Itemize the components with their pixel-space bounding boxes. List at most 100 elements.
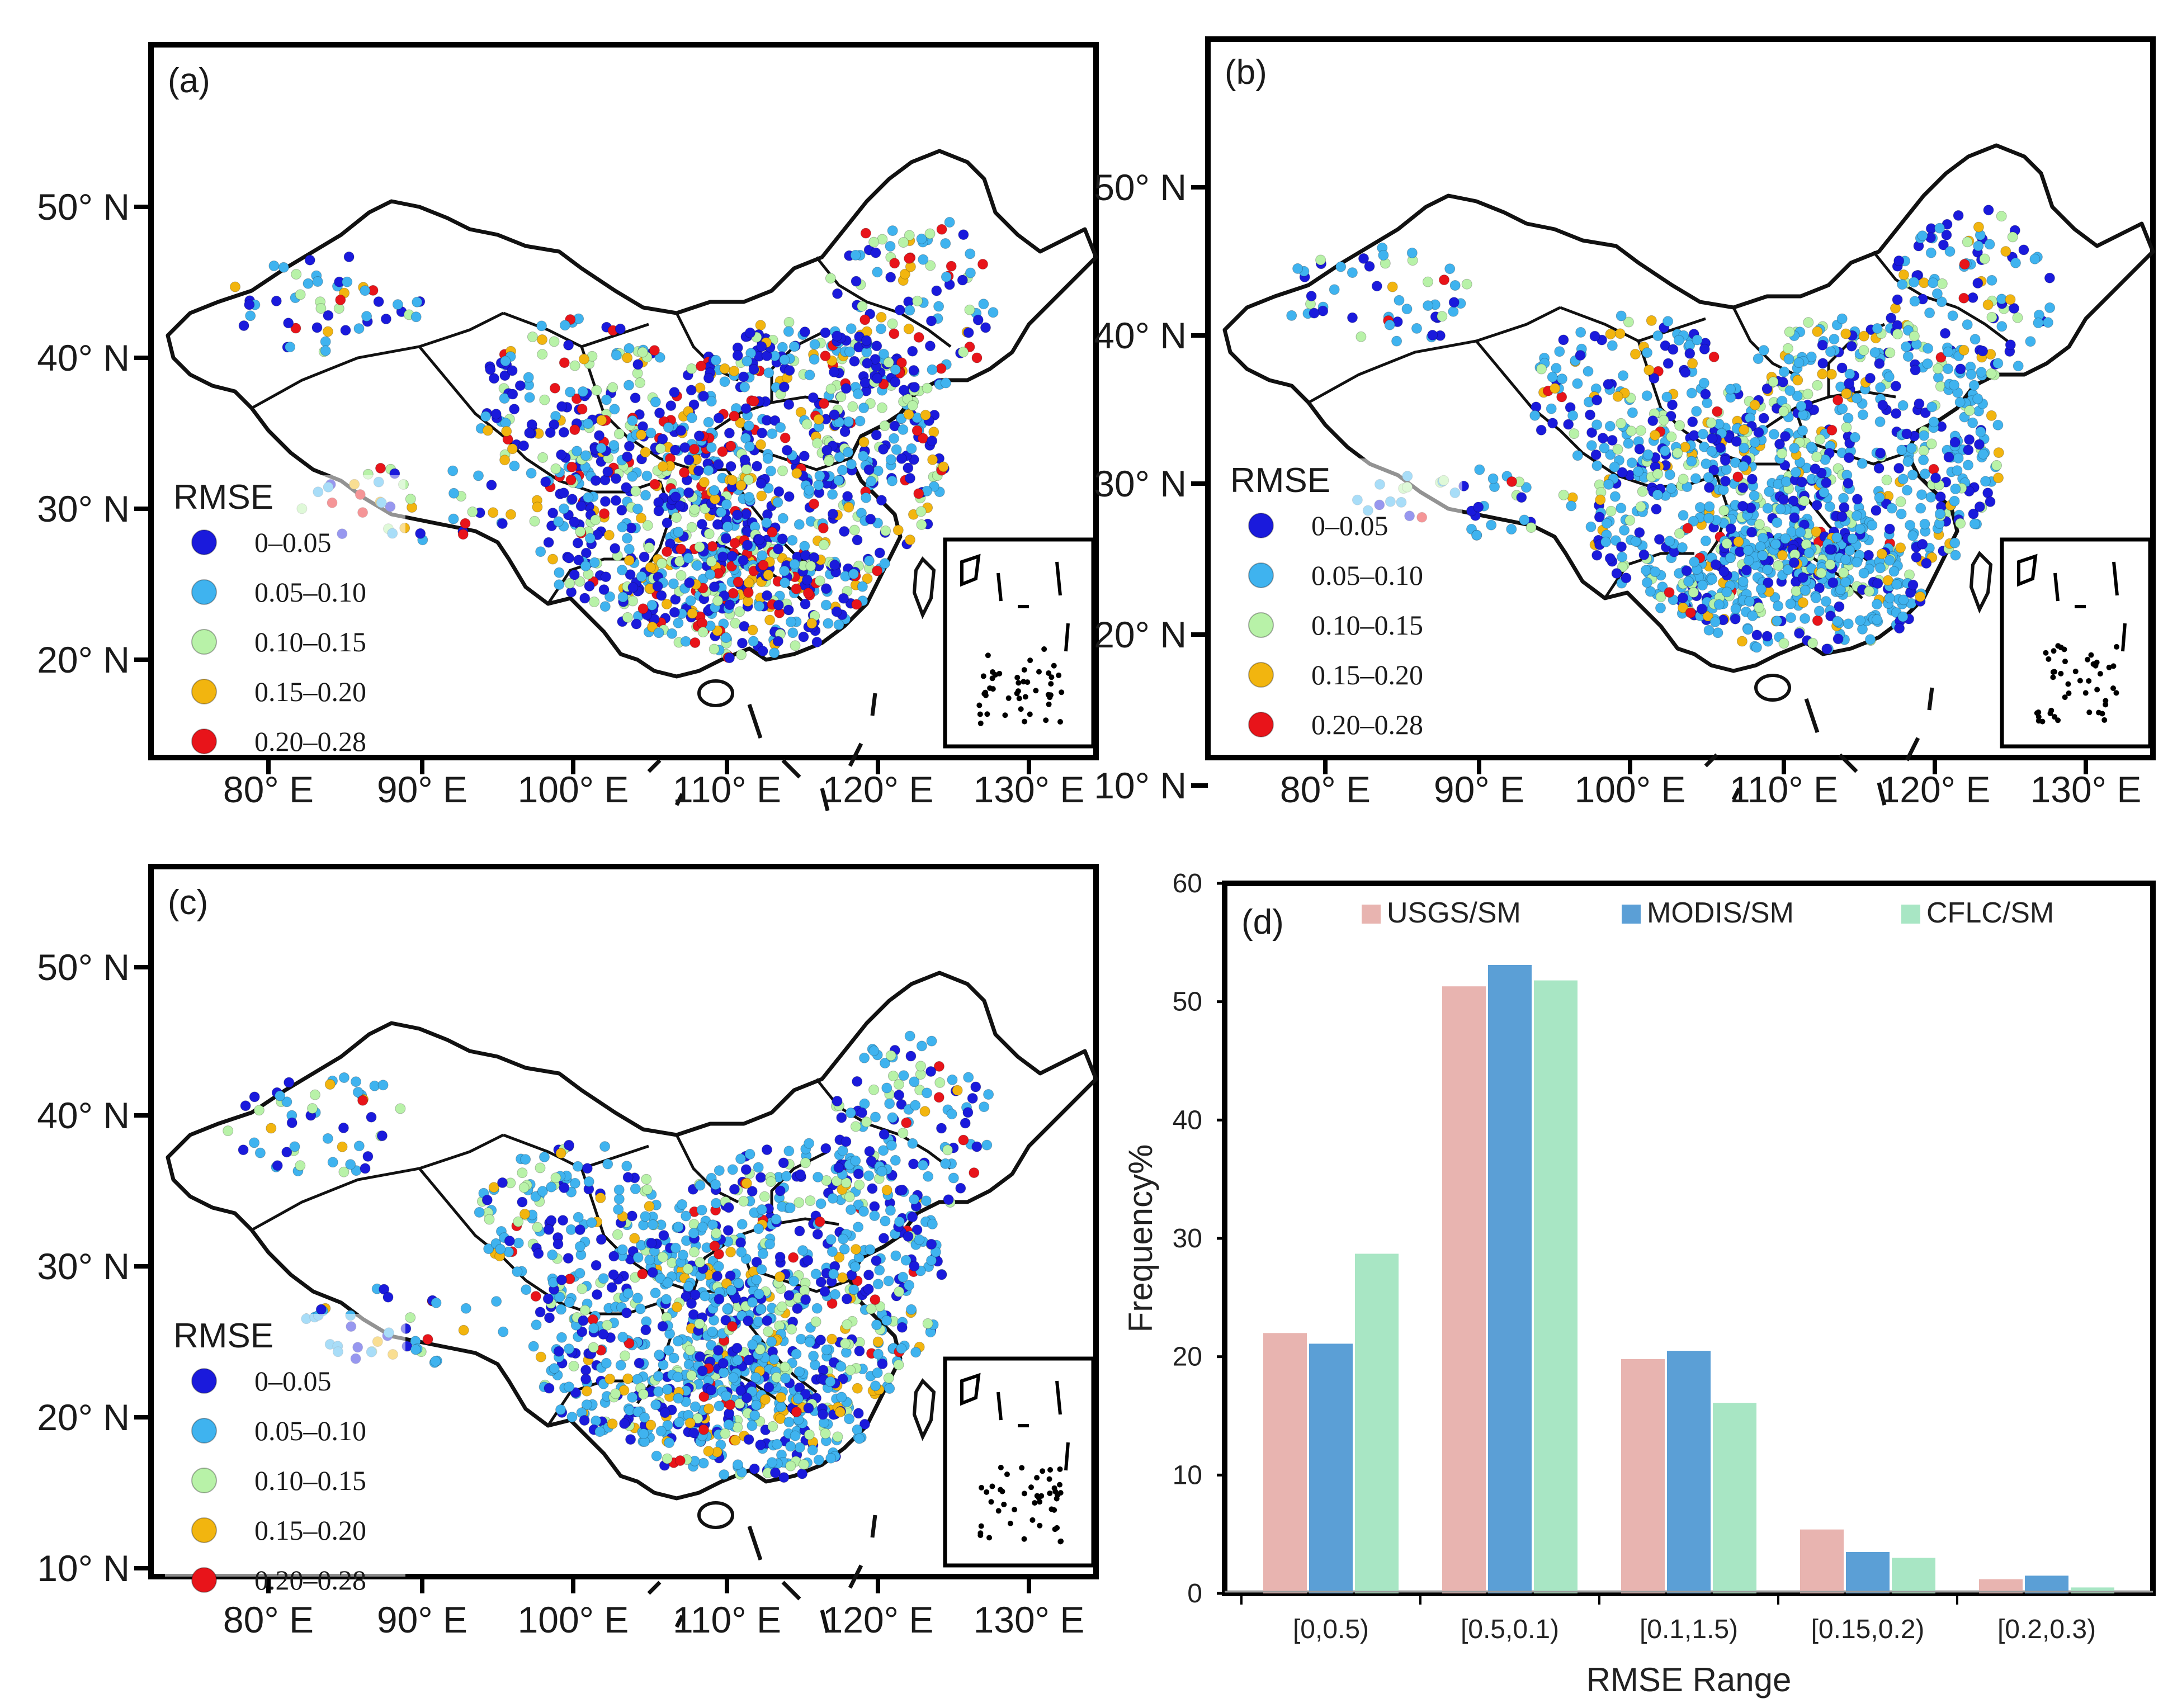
station-dot <box>621 482 632 493</box>
station-dot <box>1741 565 1752 576</box>
legend-item-label: 0.10–0.15 <box>254 1465 366 1496</box>
station-dot <box>777 513 788 524</box>
station-dot <box>728 588 739 599</box>
lat-tick-label: 30° N <box>37 488 130 529</box>
station-dot <box>1821 644 1832 655</box>
station-dot <box>1616 503 1627 514</box>
station-dot <box>927 436 938 447</box>
station-dot <box>660 1294 672 1305</box>
station-dot <box>833 475 844 486</box>
station-dot <box>578 1315 589 1326</box>
station-dot <box>791 1349 802 1360</box>
station-dot <box>509 460 520 471</box>
station-dot <box>1973 221 1984 233</box>
station-dot <box>640 1211 651 1222</box>
station-dot <box>626 522 637 533</box>
station-dot <box>1970 334 1981 345</box>
station-dot <box>1659 446 1670 456</box>
station-dot <box>517 1196 528 1208</box>
station-dot <box>580 1374 592 1385</box>
bar-modis-sm-0 <box>1309 1343 1353 1593</box>
station-dot <box>1731 436 1742 447</box>
station-dot <box>738 1196 749 1207</box>
station-dot <box>722 1225 734 1236</box>
station-dot <box>711 1228 722 1239</box>
station-dot <box>245 310 256 321</box>
station-dot <box>1742 624 1754 635</box>
station-dot <box>1920 469 1930 480</box>
station-dot <box>581 1385 592 1397</box>
station-dot <box>596 1234 607 1245</box>
station-dot <box>612 1229 623 1240</box>
station-dot <box>1651 504 1662 515</box>
station-dot <box>887 225 898 236</box>
station-dot <box>896 453 907 464</box>
station-dot <box>1983 205 1994 216</box>
station-dot <box>896 1322 908 1333</box>
station-dot <box>580 560 591 571</box>
station-dot <box>586 1217 597 1228</box>
station-dot <box>1591 395 1603 406</box>
station-dot <box>859 314 871 325</box>
station-dot <box>1919 277 1930 288</box>
station-dot <box>741 1178 752 1189</box>
station-dot <box>1630 536 1641 547</box>
station-dot <box>1944 246 1956 257</box>
station-dot <box>774 1251 786 1262</box>
station-dot <box>866 1156 877 1167</box>
station-dot <box>1832 633 1844 645</box>
station-dot <box>1758 345 1769 356</box>
station-dot <box>843 447 853 458</box>
station-dot <box>616 505 627 515</box>
station-dot <box>289 1141 300 1152</box>
station-dot <box>686 522 697 533</box>
station-dot <box>821 1344 832 1355</box>
station-dot <box>1979 253 1990 264</box>
station-dot <box>360 285 371 296</box>
station-dot <box>808 1350 819 1361</box>
station-dot <box>709 581 720 593</box>
station-dot <box>657 1252 668 1263</box>
station-dot <box>644 542 655 553</box>
lon-tick-label: 80° E <box>223 1599 314 1640</box>
station-dot <box>677 1199 688 1210</box>
station-dot <box>1744 596 1755 607</box>
station-dot <box>769 647 780 659</box>
station-dot <box>783 1146 795 1157</box>
station-dot <box>839 426 851 437</box>
legend-swatch <box>191 1418 217 1444</box>
station-dot <box>693 430 705 442</box>
station-dot <box>743 1316 754 1326</box>
station-dot <box>373 296 384 307</box>
station-dot <box>894 1286 905 1297</box>
station-dot <box>965 248 976 259</box>
station-dot <box>683 552 694 564</box>
station-dot <box>1704 482 1715 493</box>
station-dot <box>821 444 833 456</box>
station-dot <box>619 1418 630 1429</box>
station-dot <box>749 1410 761 1421</box>
station-dot <box>646 599 658 611</box>
station-dot <box>1702 398 1713 409</box>
station-dot <box>458 1324 469 1336</box>
lat-tick-label: 50° N <box>1094 167 1187 208</box>
station-dot <box>849 1261 861 1272</box>
station-dot <box>1664 587 1675 598</box>
station-dot <box>1599 442 1610 453</box>
station-dot <box>1891 408 1902 419</box>
station-dot <box>767 1457 778 1468</box>
station-dot <box>1384 319 1395 330</box>
station-dot <box>703 465 714 476</box>
station-dot <box>794 1442 805 1453</box>
station-dot <box>486 480 497 491</box>
station-dot <box>473 470 484 481</box>
station-dot <box>852 1383 863 1394</box>
station-dot <box>755 1439 766 1450</box>
station-dot <box>711 1198 721 1209</box>
station-dot <box>1411 323 1422 334</box>
station-dot <box>1969 518 1980 529</box>
station-dot <box>960 1118 971 1129</box>
station-dot <box>695 1180 706 1191</box>
station-dot <box>535 1351 546 1362</box>
